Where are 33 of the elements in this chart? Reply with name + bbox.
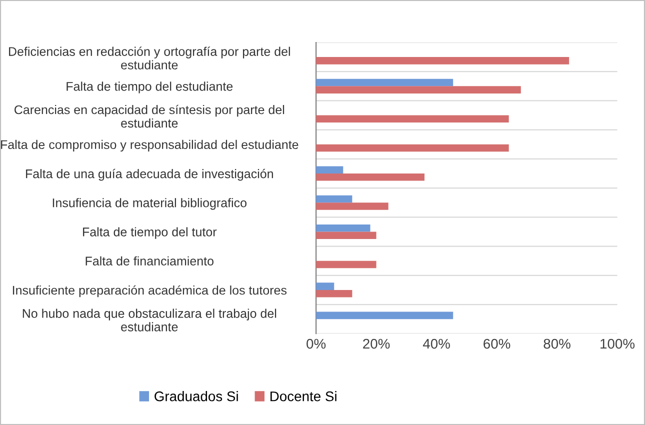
- y-tick-label: Deficiencias en redacción y ortografía por parte del estudiante: [9, 46, 290, 70]
- bar: [316, 312, 454, 320]
- y-tick-label: Insuficiente preparación académica de los tutores: [12, 285, 287, 298]
- bar: [316, 115, 509, 123]
- y-tick-label: Falta de tiempo del estudiante: [66, 82, 233, 94]
- y-tick-label: Falta de compromiso y responsabilidad del estudiante: [1, 140, 298, 152]
- bar: [316, 282, 334, 290]
- bar: [316, 195, 352, 203]
- y-tick-label: Falta de financiamiento: [86, 256, 214, 266]
- x-tick-label: 100%: [600, 338, 635, 349]
- bar: [316, 260, 376, 268]
- bar: [316, 202, 388, 210]
- bar: [316, 144, 509, 152]
- x-tick-label: 40%: [422, 338, 450, 349]
- bar: [316, 166, 344, 174]
- y-tick-label: No hubo nada que obstaculizara el trabajo del estudiante: [22, 308, 276, 332]
- x-tick-label: 20%: [363, 338, 390, 349]
- bar: [316, 232, 376, 240]
- legend-label: Docente Si: [270, 391, 336, 402]
- bar: [316, 290, 352, 298]
- x-tick-label: 80%: [544, 338, 570, 349]
- x-tick-label: 0%: [306, 338, 326, 349]
- x-tick-label: 60%: [484, 338, 510, 349]
- legend-label: Graduados Si: [154, 391, 238, 402]
- y-tick-label: Carencias en capacidad de síntesis por parte del estudiante: [14, 104, 284, 128]
- bar: [316, 57, 570, 64]
- bar: [316, 86, 521, 94]
- bar: [316, 78, 454, 86]
- y-tick-label: Falta de tiempo del tutor: [83, 227, 217, 239]
- y-tick-label: Falta de una guía adecuada de investigación: [26, 168, 273, 181]
- bar: [316, 224, 370, 232]
- bar: [316, 174, 424, 181]
- y-tick-label: Insufiencia de material bibliografico: [52, 198, 246, 210]
